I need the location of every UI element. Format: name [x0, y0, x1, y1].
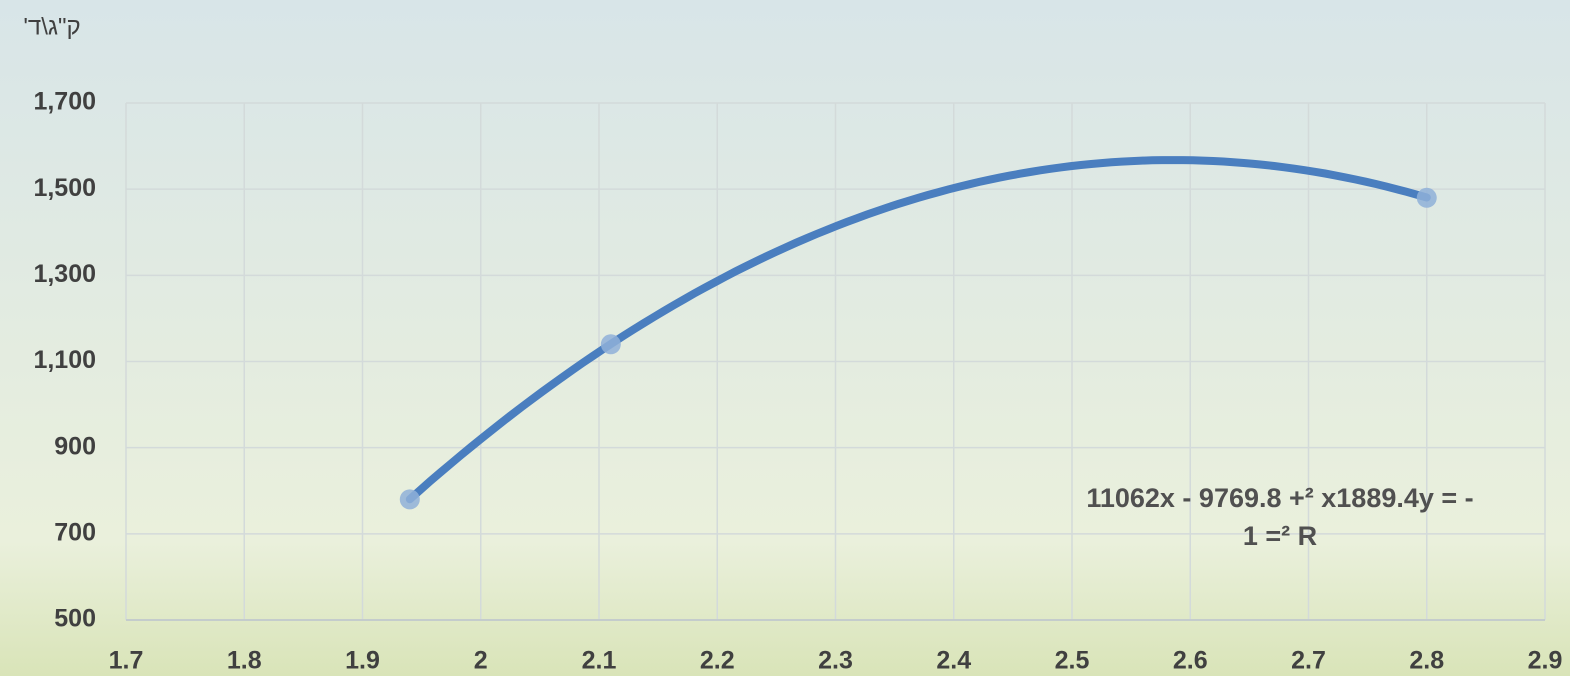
x-tick-label: 2.9 [1528, 647, 1563, 675]
x-tick-label: 2.8 [1409, 647, 1444, 675]
point [600, 334, 621, 355]
x-tick-label: 1.9 [345, 647, 380, 675]
y-tick-label: 900 [54, 432, 96, 460]
point [399, 489, 420, 510]
x-tick-label: 1.8 [227, 647, 262, 675]
x-tick-label: 1.7 [109, 647, 144, 675]
trendline-equation: 11062x - 9769.8 +² x1889.4y = - [1086, 483, 1473, 513]
x-tick-label: 2.1 [582, 647, 617, 675]
x-tick-label: 2.5 [1055, 647, 1090, 675]
y-tick-label: 500 [54, 605, 96, 633]
y-tick-label: 1,300 [33, 260, 96, 288]
y-tick-label: 700 [54, 518, 96, 546]
x-tick-label: 2.2 [700, 647, 735, 675]
point [1416, 187, 1437, 208]
x-tick-label: 2.3 [818, 647, 853, 675]
y-tick-label: 1,500 [33, 174, 96, 202]
x-tick-label: 2 [474, 647, 488, 675]
y-tick-label: 1,700 [33, 88, 96, 116]
x-tick-label: 2.6 [1173, 647, 1208, 675]
trendline-equation: 1 =² R [1243, 521, 1317, 551]
x-tick-label: 2.4 [936, 647, 971, 675]
trendline [405, 156, 1431, 504]
y-tick-label: 1,100 [33, 346, 96, 374]
y-axis-label: ק"ג\ד' [23, 13, 80, 40]
x-tick-label: 2.7 [1291, 647, 1326, 675]
